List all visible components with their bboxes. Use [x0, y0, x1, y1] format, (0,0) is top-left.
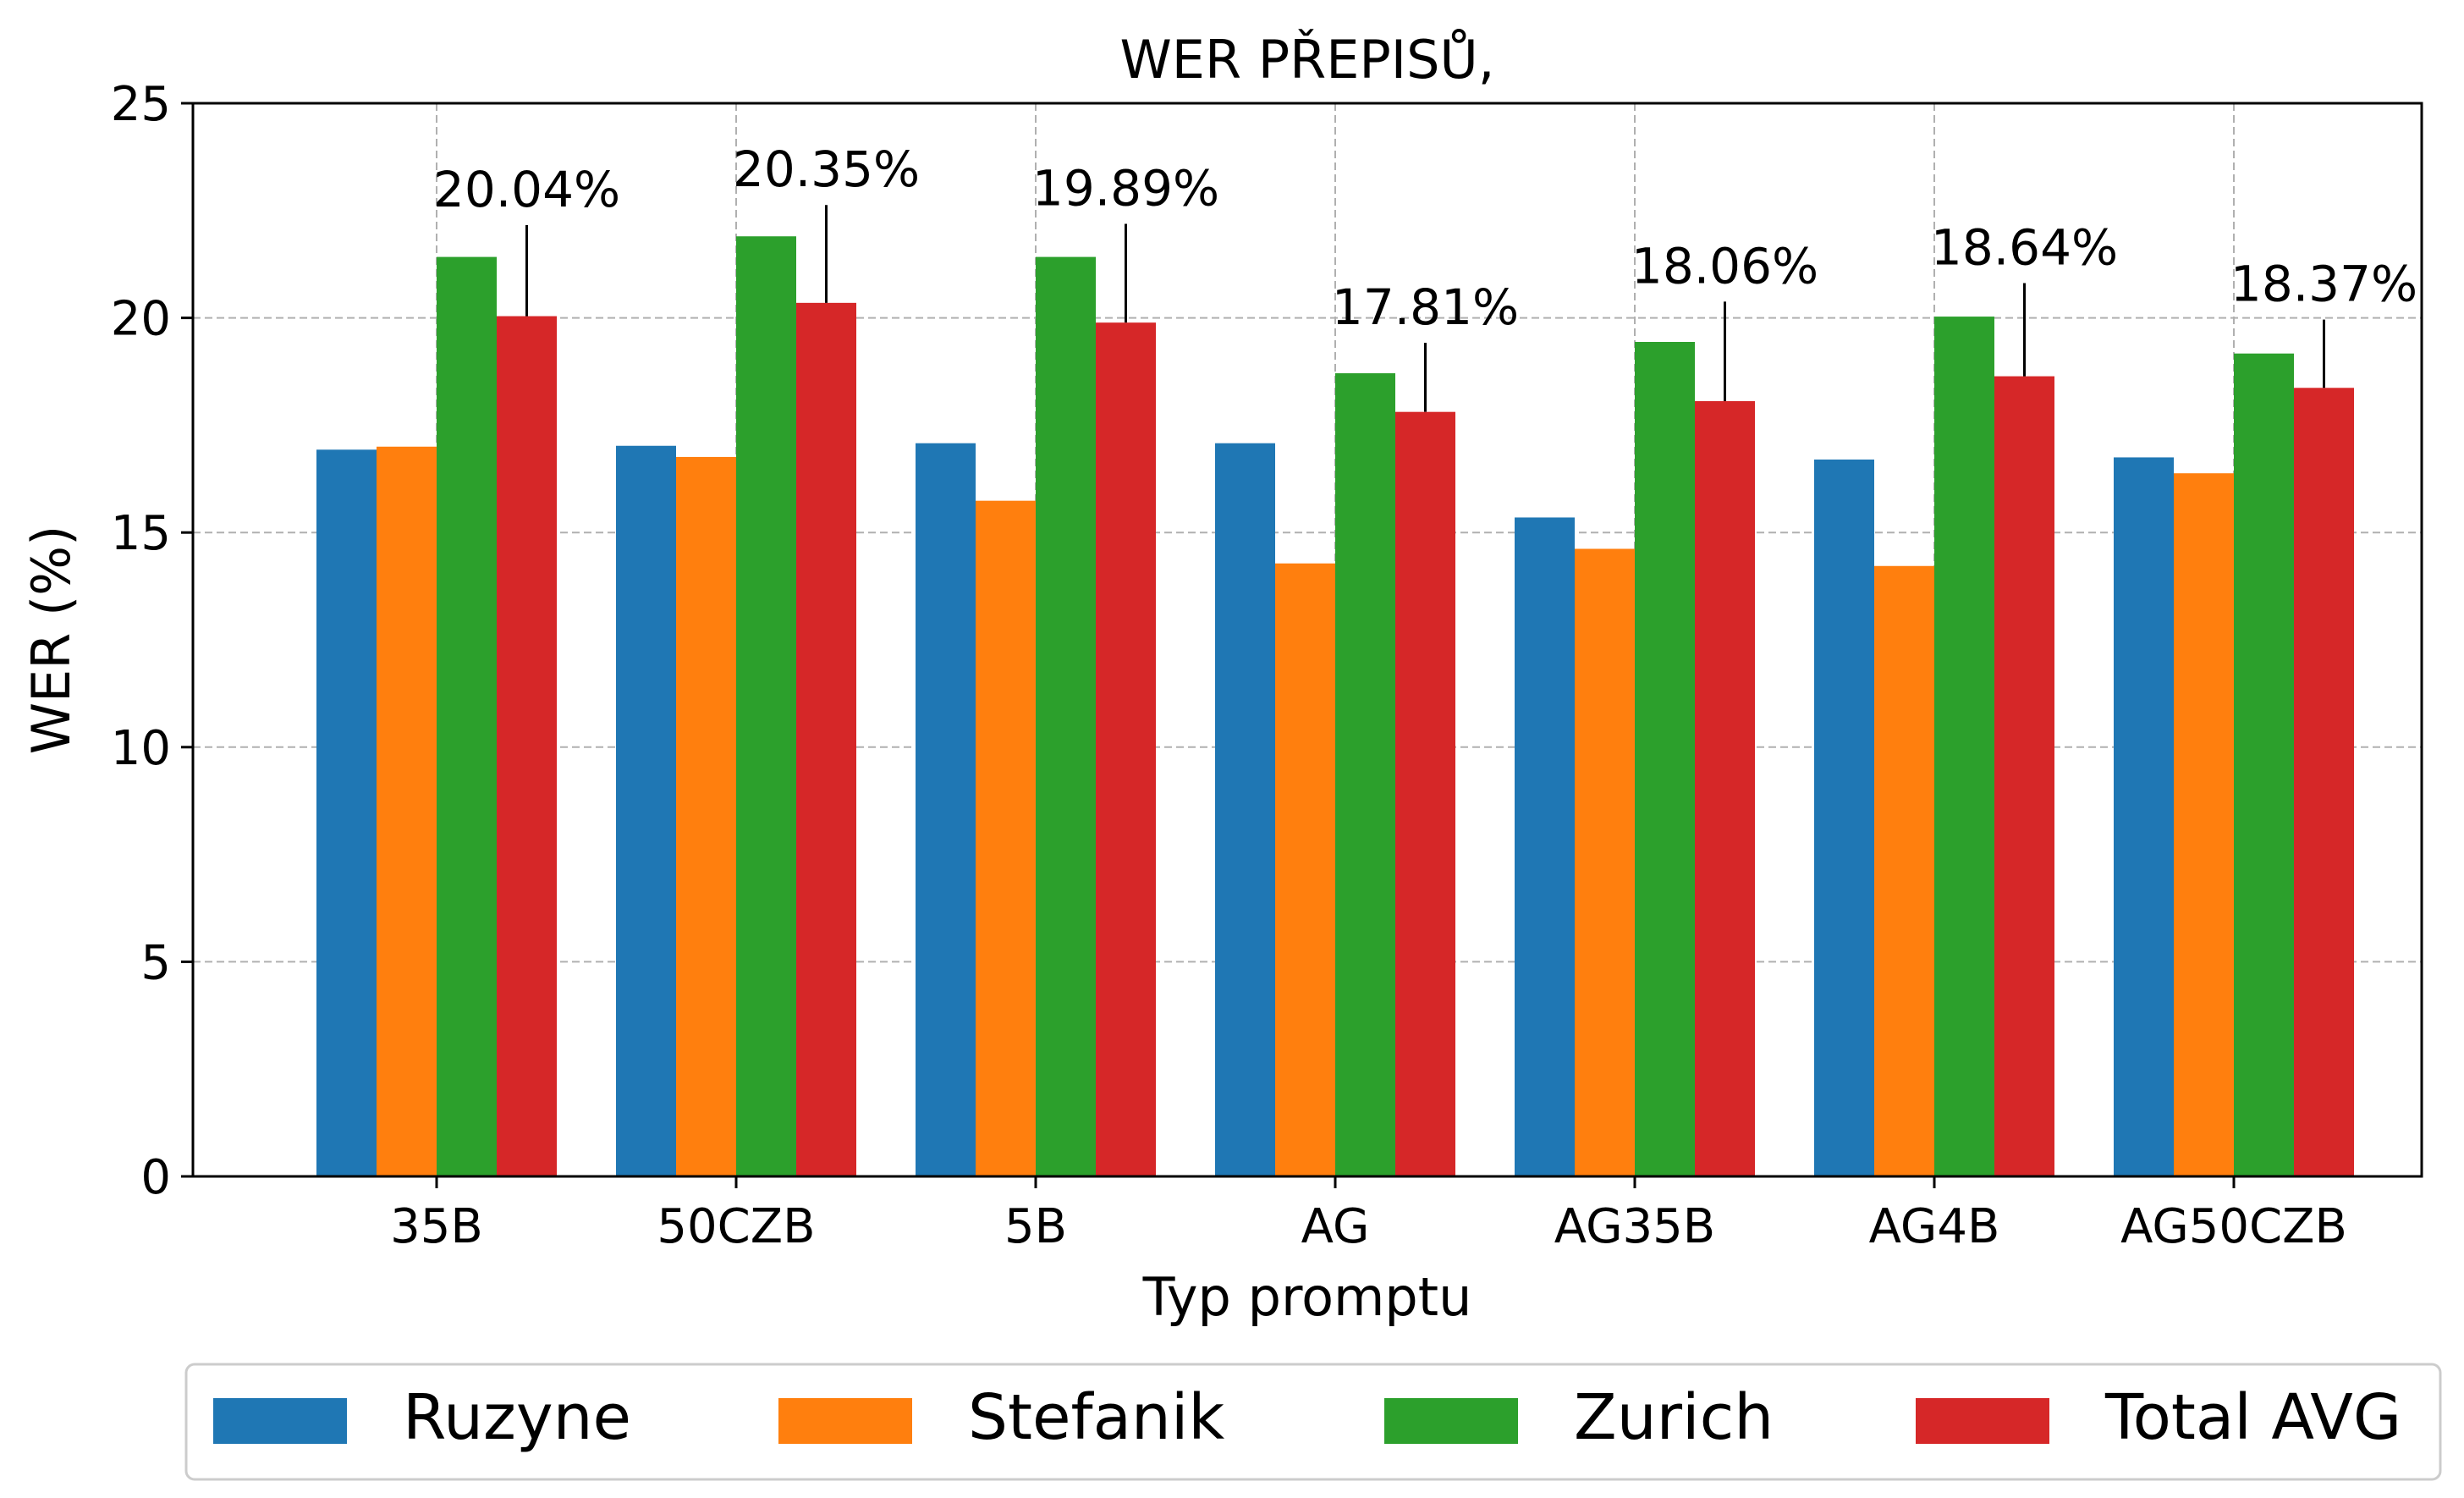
legend-label: Stefanik: [968, 1381, 1224, 1454]
bar: [2114, 457, 2174, 1176]
data-label: 17.81%: [1332, 278, 1519, 336]
bar: [1635, 342, 1695, 1177]
bar: [676, 456, 736, 1176]
bar: [377, 446, 437, 1176]
bar: [2234, 353, 2294, 1176]
bar: [1275, 563, 1335, 1176]
legend-swatch: [1916, 1398, 2049, 1444]
x-tick-label: AG: [1301, 1199, 1370, 1254]
legend-label: Zurich: [1574, 1381, 1774, 1454]
x-axis-label: Typ promptu: [1142, 1266, 1472, 1328]
bar: [1036, 256, 1096, 1176]
y-tick-label: 10: [111, 721, 171, 776]
bar: [1695, 400, 1755, 1176]
bar: [1515, 517, 1575, 1176]
bars: [316, 236, 2354, 1177]
y-tick-label: 0: [140, 1150, 171, 1205]
y-axis-label: WER (%): [20, 526, 82, 755]
bar: [1994, 376, 2054, 1176]
chart-title: WER PŘEPISŮ,: [1119, 29, 1494, 91]
x-tick-label: 5B: [1004, 1199, 1067, 1254]
y-tick-label: 5: [140, 935, 171, 990]
error-bars: [525, 205, 2325, 412]
legend-swatch: [1384, 1398, 1518, 1444]
bar: [437, 256, 497, 1176]
bar: [2174, 473, 2234, 1176]
bar: [2294, 388, 2354, 1177]
bar: [1934, 317, 1994, 1177]
bar: [1395, 411, 1455, 1177]
x-tick-label: 50CZB: [657, 1199, 815, 1254]
bar: [1814, 459, 1874, 1176]
x-tick-label: AG35B: [1554, 1199, 1715, 1254]
bar: [1874, 565, 1934, 1176]
bar: [976, 500, 1036, 1176]
bar: [316, 449, 377, 1176]
bar: [1575, 548, 1635, 1176]
y-axis: 0 5 10 15 20 25: [111, 77, 193, 1205]
legend-swatch: [213, 1398, 347, 1444]
data-label: 18.37%: [2230, 256, 2417, 313]
bar: [1096, 322, 1156, 1176]
bar: [736, 236, 796, 1177]
legend-frame: [184, 1363, 2442, 1481]
data-labels: 20.04% 20.35% 19.89% 17.81% 18.06% 18.64% 18.3…: [433, 140, 2417, 336]
data-label: 18.06%: [1631, 237, 1818, 295]
bar: [796, 302, 856, 1176]
bar: [497, 316, 557, 1177]
x-tick-label: AG4B: [1869, 1199, 2000, 1254]
legend-swatch: [778, 1398, 912, 1444]
x-tick-label: 35B: [390, 1199, 483, 1254]
x-tick-label: AG50CZB: [2120, 1199, 2347, 1254]
bar: [616, 445, 676, 1176]
y-tick-label: 20: [111, 292, 171, 347]
y-tick-label: 15: [111, 506, 171, 561]
bar: [1215, 443, 1275, 1176]
y-tick-label: 25: [111, 77, 171, 132]
data-label: 20.04%: [433, 161, 620, 218]
data-label: 18.64%: [1931, 219, 2118, 277]
legend-label: Ruzyne: [403, 1381, 631, 1454]
x-axis: 35B 50CZB 5B AG AG35B AG4B AG50CZB: [390, 1176, 2347, 1254]
bar: [1335, 373, 1395, 1176]
data-label: 19.89%: [1032, 160, 1219, 218]
legend-label: Total AVG: [2104, 1381, 2401, 1454]
plot-frame: [191, 102, 2423, 1178]
bar: [916, 443, 976, 1176]
data-label: 20.35%: [733, 140, 920, 198]
legend: Ruzyne Stefanik Zurich Total AVG: [184, 1363, 2442, 1481]
